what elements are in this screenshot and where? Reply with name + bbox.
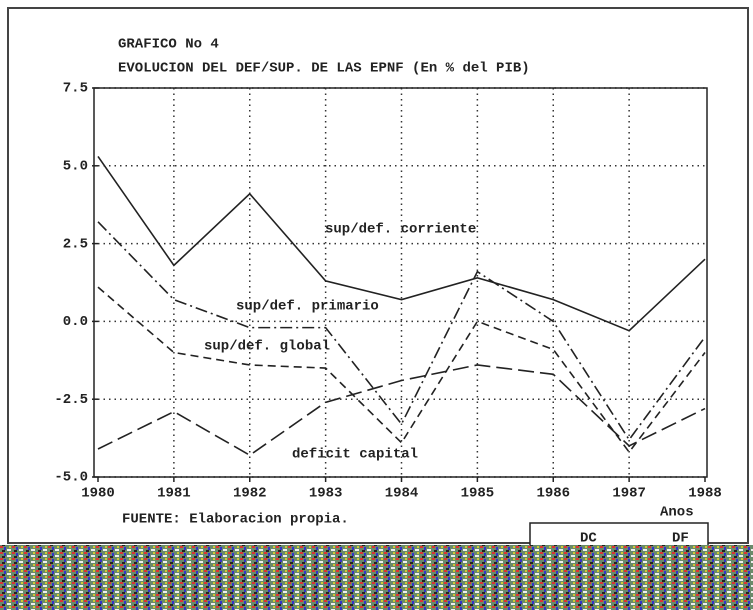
x-tick-label: 1980	[81, 486, 115, 502]
x-tick-label: 1984	[385, 486, 419, 502]
x-unit-label: Anos	[660, 505, 694, 521]
y-tick-label: -2.5	[54, 392, 88, 408]
x-tick-label: 1986	[536, 486, 570, 502]
series-label: sup/def. global	[204, 339, 330, 355]
chart-title: GRAFICO No 4	[118, 37, 219, 53]
series-line	[97, 156, 706, 332]
series-label: sup/def. corriente	[325, 222, 476, 238]
series-label: deficit capital	[292, 447, 418, 463]
y-tick-label: -5.0	[54, 470, 88, 486]
x-tick-label: 1982	[233, 486, 267, 502]
x-tick-label: 1983	[309, 486, 343, 502]
y-tick-label: 5.0	[63, 159, 88, 175]
series-line	[97, 364, 706, 457]
series-line	[97, 221, 706, 442]
x-tick-label: 1988	[688, 486, 722, 502]
frame	[7, 7, 749, 544]
scan-noise	[0, 545, 753, 610]
x-tick-label: 1985	[461, 486, 495, 502]
source-note: FUENTE: Elaboracion propia.	[122, 512, 349, 528]
series-line	[97, 286, 706, 454]
y-tick-label: 0.0	[63, 314, 88, 330]
y-tick-label: 7.5	[63, 81, 88, 97]
chart-subtitle: EVOLUCION DEL DEF/SUP. DE LAS EPNF (En %…	[118, 61, 530, 77]
box-label: DF	[672, 531, 689, 547]
y-tick-label: 2.5	[63, 236, 88, 252]
box-label: DC	[580, 531, 597, 547]
x-tick-label: 1987	[612, 486, 646, 502]
x-tick-label: 1981	[157, 486, 191, 502]
plot-frame	[93, 87, 708, 478]
series-label: sup/def. primario	[236, 299, 379, 315]
